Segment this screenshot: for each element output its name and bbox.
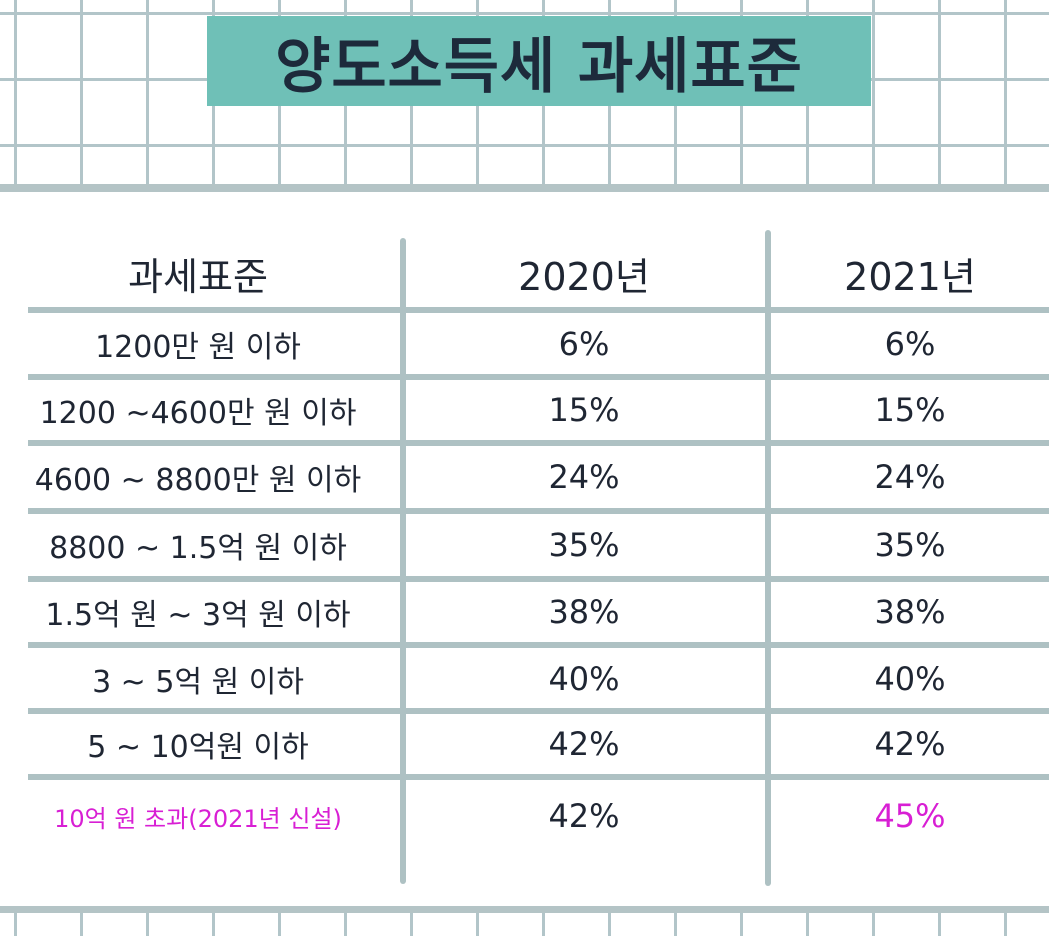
row-divider [28, 642, 1049, 648]
row-divider [28, 307, 1049, 313]
title-banner: 양도소득세 과세표준 [207, 16, 871, 106]
row-5-2021: 38% [874, 593, 946, 631]
row-divider [28, 708, 1049, 714]
row-divider [28, 440, 1049, 446]
row-3-2021: 24% [874, 458, 946, 496]
page-title: 양도소득세 과세표준 [275, 31, 803, 102]
row-4-2021: 35% [874, 526, 946, 564]
top-divider [0, 184, 1049, 192]
row-8-bracket: 10억 원 초과(2021년 신설) [54, 804, 342, 833]
row-7-2021: 42% [874, 725, 946, 763]
row-6-2020: 40% [548, 660, 620, 698]
row-8-2020: 42% [548, 797, 620, 835]
row-7-bracket: 5 ~ 10억원 이하 [87, 730, 309, 765]
row-divider [28, 374, 1049, 380]
row-5-2020: 38% [548, 593, 620, 631]
row-1-bracket: 1200만 원 이하 [95, 330, 301, 365]
row-2-2020: 15% [548, 391, 620, 429]
column-divider-1 [400, 238, 406, 884]
column-divider-2 [765, 230, 771, 886]
row-4-bracket: 8800 ~ 1.5억 원 이하 [49, 531, 347, 566]
header-2020: 2020년 [518, 254, 650, 299]
header-bracket: 과세표준 [128, 254, 268, 299]
row-3-2020: 24% [548, 458, 620, 496]
row-divider [28, 576, 1049, 582]
row-divider [28, 774, 1049, 780]
row-6-2021: 40% [874, 660, 946, 698]
row-3-bracket: 4600 ~ 8800만 원 이하 [34, 463, 362, 498]
header-2021: 2021년 [844, 254, 976, 299]
bottom-divider [0, 906, 1049, 913]
row-divider [28, 508, 1049, 514]
row-5-bracket: 1.5억 원 ~ 3억 원 이하 [45, 598, 351, 633]
row-1-2021: 6% [884, 325, 936, 363]
row-7-2020: 42% [548, 725, 620, 763]
row-8-2021: 45% [874, 797, 946, 835]
row-1-2020: 6% [558, 325, 610, 363]
row-6-bracket: 3 ~ 5억 원 이하 [92, 665, 304, 700]
row-2-2021: 15% [874, 391, 946, 429]
row-2-bracket: 1200 ~4600만 원 이하 [39, 396, 357, 431]
row-4-2020: 35% [548, 526, 620, 564]
